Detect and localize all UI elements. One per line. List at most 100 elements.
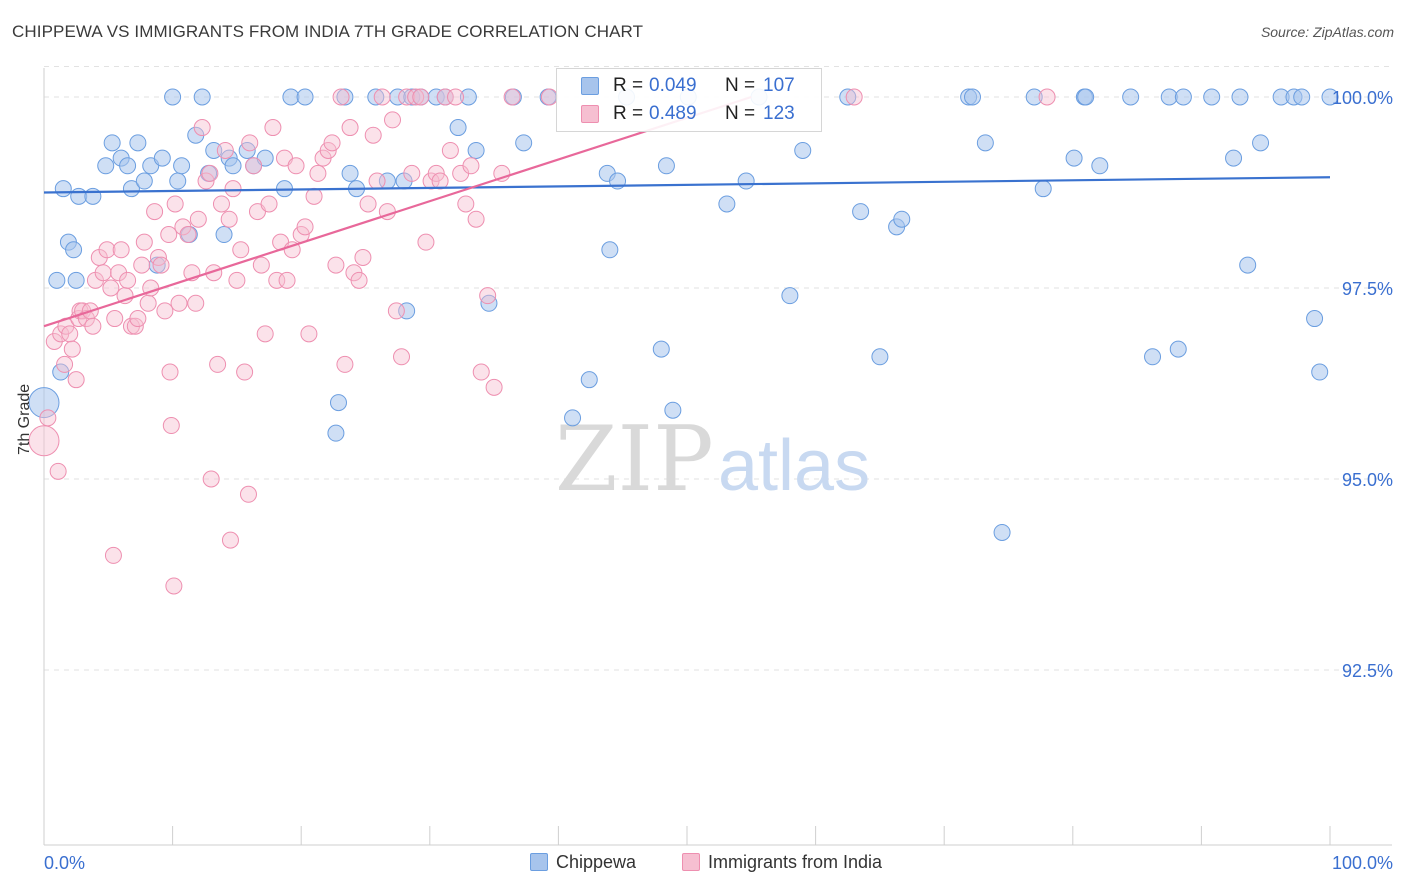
india-point — [472, 363, 490, 381]
chippewa-point — [794, 141, 812, 159]
india-point — [427, 164, 445, 182]
chippewa-point — [449, 119, 467, 137]
india-point — [28, 425, 60, 457]
legend-n-label: N = — [725, 75, 756, 96]
chippewa-point — [1252, 134, 1270, 152]
chart-title: CHIPPEWA VS IMMIGRANTS FROM INDIA 7TH GR… — [12, 22, 644, 41]
india-point — [462, 157, 480, 175]
india-point — [354, 248, 372, 266]
india-point — [212, 195, 230, 213]
india-point — [403, 164, 421, 182]
chippewa-point — [336, 88, 354, 106]
india-point — [106, 310, 124, 328]
india-point — [201, 164, 219, 182]
india-point — [179, 226, 197, 244]
india-point — [216, 141, 234, 159]
india-point — [264, 119, 282, 137]
india-point — [384, 111, 402, 129]
chippewa-point — [1144, 348, 1162, 366]
india-point — [209, 355, 227, 373]
bottom-legend-swatch-blue — [530, 853, 548, 871]
india-point — [193, 119, 211, 137]
chippewa-point — [1025, 88, 1043, 106]
series-chippewa-points — [28, 88, 1339, 541]
india-point — [398, 88, 416, 106]
chippewa-point — [1306, 310, 1324, 328]
india-point — [283, 241, 301, 259]
chippewa-point — [580, 371, 598, 389]
india-point — [170, 294, 188, 312]
india-point — [165, 577, 183, 595]
legend-r-value: 0.049 — [649, 75, 697, 96]
bottom-legend-india: Immigrants from India — [682, 852, 882, 873]
india-point — [436, 88, 454, 106]
india-point — [228, 271, 246, 289]
india-point — [221, 531, 239, 549]
chippewa-point — [129, 134, 147, 152]
legend-n-value: 123 — [763, 103, 795, 124]
india-point — [232, 241, 250, 259]
chippewa-point — [103, 134, 121, 152]
bottom-legend-swatch-pink — [682, 853, 700, 871]
chippewa-point — [601, 241, 619, 259]
india-trend-line — [43, 95, 752, 328]
chippewa-point — [737, 172, 755, 190]
india-point — [467, 210, 485, 228]
y-tick-label: 95.0% — [1342, 470, 1393, 490]
chippewa-point — [515, 134, 533, 152]
y-tick-label: 100.0% — [1332, 88, 1393, 108]
india-point — [431, 172, 449, 190]
india-point — [479, 287, 497, 305]
india-point — [160, 226, 178, 244]
india-point — [139, 294, 157, 312]
india-point — [447, 88, 465, 106]
india-point — [49, 462, 67, 480]
chippewa-point — [467, 141, 485, 159]
chippewa-point — [1231, 88, 1249, 106]
chippewa-point — [1203, 88, 1221, 106]
india-point — [241, 134, 259, 152]
india-point — [350, 271, 368, 289]
india-point — [332, 88, 350, 106]
chippewa-point — [97, 157, 115, 175]
x-tick-label: 100.0% — [1332, 853, 1393, 873]
india-point — [239, 485, 257, 503]
legend-r-value: 0.489 — [649, 103, 697, 124]
india-point — [94, 264, 112, 282]
chippewa-point — [893, 210, 911, 228]
chippewa-point — [1293, 88, 1311, 106]
chippewa-point — [52, 363, 70, 381]
india-point — [319, 141, 337, 159]
legend-r-label: R = — [613, 103, 644, 124]
correlation-legend: R = 0.049 N = 107 R = 0.489 N = 123 — [556, 68, 822, 132]
india-point — [224, 180, 242, 198]
chippewa-point — [963, 88, 981, 106]
x-tick-labels: 0.0% 100.0% — [44, 853, 1393, 873]
india-point — [845, 88, 863, 106]
india-point — [104, 546, 122, 564]
y-tick-label: 97.5% — [1342, 279, 1393, 299]
india-point — [305, 187, 323, 205]
india-point — [152, 256, 170, 274]
chippewa-point — [119, 157, 137, 175]
chippewa-point — [459, 88, 477, 106]
india-point — [441, 141, 459, 159]
india-point — [202, 470, 220, 488]
chippewa-point — [367, 88, 385, 106]
watermark-atlas: atlas — [718, 426, 870, 506]
india-point — [260, 195, 278, 213]
chippewa-point — [122, 180, 140, 198]
india-point — [102, 279, 120, 297]
chippewa-point — [224, 157, 242, 175]
y-tick-labels: 100.0% 97.5% 95.0% 92.5% — [1332, 88, 1393, 681]
india-point — [135, 233, 153, 251]
india-point — [327, 256, 345, 274]
india-point — [252, 256, 270, 274]
chippewa-point — [65, 241, 83, 259]
chippewa-point — [564, 409, 582, 427]
chippewa-trend-line — [43, 176, 1331, 194]
trend-lines — [43, 95, 1331, 328]
watermark-zip: ZIP — [555, 407, 714, 512]
series-india-points — [28, 88, 1056, 595]
india-point — [387, 302, 405, 320]
